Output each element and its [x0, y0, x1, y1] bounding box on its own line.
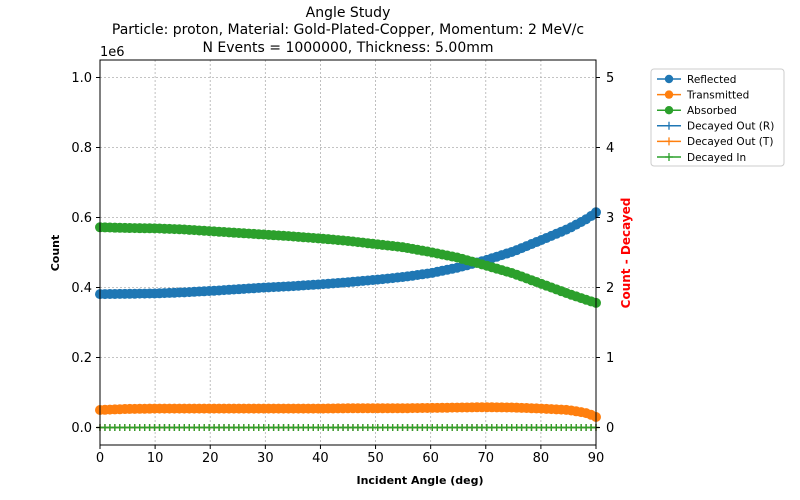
- legend-marker: [664, 90, 674, 99]
- legend-marker: [665, 153, 673, 161]
- x-axis-label: Incident Angle (deg): [356, 474, 483, 487]
- y-tick-label: 0.6: [71, 211, 92, 226]
- legend-label: Decayed Out (T): [687, 136, 773, 148]
- y-right-tick-label: 4: [606, 141, 614, 156]
- legend-entry: Reflected: [657, 74, 736, 86]
- chart-subtitle-line-2: N Events = 1000000, Thickness: 5.00mm: [202, 40, 493, 56]
- series-transmitted: [95, 402, 601, 422]
- legend-label: Transmitted: [686, 89, 749, 101]
- legend-entry: Decayed In: [657, 152, 746, 164]
- y-right-tick-label: 0: [606, 421, 614, 436]
- y-right-tick-label: 3: [606, 211, 614, 226]
- legend-marker: [665, 137, 673, 146]
- legend-marker: [664, 74, 674, 84]
- legend-entry: Absorbed: [657, 105, 737, 117]
- legend-entry: Transmitted: [657, 89, 749, 101]
- y-tick-label: 0.2: [71, 351, 92, 366]
- x-tick-label: 50: [367, 451, 384, 466]
- x-tick-label: 70: [478, 451, 495, 466]
- axes: 0 10 20 30 40 50 60 70 80 90 0.0 0.2 0.4 0.6 0.8 1.0 0 1 2…: [71, 71, 614, 466]
- legend-label: Reflected: [687, 74, 736, 86]
- legend: Reflected Transmitted Absorbed Decayed Out …: [650, 68, 785, 167]
- y-right-tick-label: 1: [606, 351, 614, 366]
- series-decayed-in: [96, 424, 600, 431]
- x-tick-label: 10: [147, 451, 164, 466]
- legend-entry: Decayed Out (R): [657, 121, 774, 133]
- y-offset-label: 1e6: [100, 45, 125, 60]
- y-axis-label: Count: [49, 235, 62, 272]
- y-tick-label: 0.8: [71, 141, 92, 156]
- legend-box: [650, 68, 785, 167]
- chart-title: Angle Study: [306, 5, 391, 21]
- legend-label: Absorbed: [687, 105, 737, 117]
- legend-entry: Decayed Out (T): [657, 136, 773, 148]
- y-axis-right-label: Count - Decayed: [619, 198, 633, 309]
- x-tick-label: 20: [202, 451, 219, 466]
- plot-frame: [99, 59, 597, 446]
- x-tick-label: 0: [96, 451, 104, 466]
- x-tick-label: 90: [588, 451, 605, 466]
- legend-marker: [665, 121, 673, 130]
- legend-label: Decayed In: [687, 152, 746, 164]
- y-right-tick-label: 5: [606, 71, 614, 86]
- series-absorbed: [95, 222, 601, 308]
- legend-label: Decayed Out (R): [687, 121, 774, 133]
- y-tick-label: 1.0: [71, 71, 92, 86]
- plot-series: [95, 207, 601, 431]
- x-tick-label: 80: [533, 451, 550, 466]
- y-right-tick-label: 2: [606, 281, 614, 296]
- y-tick-label: 0.4: [71, 281, 92, 296]
- chart-subtitle-line-1: Particle: proton, Material: Gold-Plated-…: [112, 22, 584, 38]
- x-tick-label: 40: [312, 451, 329, 466]
- series-reflected: [95, 207, 601, 300]
- x-tick-label: 30: [257, 451, 274, 466]
- x-tick-label: 60: [422, 451, 439, 466]
- legend-marker: [664, 106, 674, 115]
- y-tick-label: 0.0: [71, 421, 92, 436]
